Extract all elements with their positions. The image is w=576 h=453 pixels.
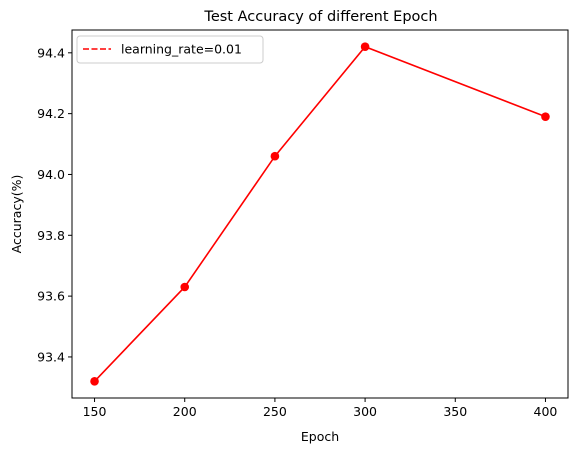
x-tick-label: 200 [173, 404, 197, 419]
data-point [270, 151, 280, 161]
chart-title: Test Accuracy of different Epoch [203, 9, 437, 25]
y-axis-label: Accuracy(%) [9, 175, 24, 254]
data-series [90, 42, 550, 386]
x-tick-label: 150 [83, 404, 107, 419]
x-tick-label: 250 [263, 404, 287, 419]
data-point [90, 376, 99, 386]
x-tick-label: 300 [353, 404, 377, 419]
x-axis-ticks: 150 200 250 300 350 400 [83, 398, 558, 419]
y-tick-label: 94.4 [37, 45, 65, 60]
x-tick-label: 350 [443, 404, 467, 419]
plot-area [72, 30, 568, 398]
x-tick-label: 400 [534, 404, 558, 419]
y-axis-ticks: 93.4 93.6 93.8 94.0 94.2 94.4 [37, 45, 72, 364]
y-tick-label: 94.0 [37, 167, 65, 182]
y-tick-label: 93.4 [37, 349, 65, 364]
y-tick-label: 93.8 [37, 228, 65, 243]
y-tick-label: 93.6 [37, 289, 65, 304]
y-tick-label: 94.2 [37, 106, 65, 121]
legend-label: learning_rate=0.01 [121, 42, 242, 57]
data-point [541, 112, 550, 121]
data-point [180, 282, 190, 292]
data-point [360, 42, 370, 52]
legend: learning_rate=0.01 [76, 35, 264, 64]
x-axis-label: Epoch [301, 429, 339, 444]
plot-frame [71, 29, 569, 399]
legend-box [76, 35, 264, 64]
